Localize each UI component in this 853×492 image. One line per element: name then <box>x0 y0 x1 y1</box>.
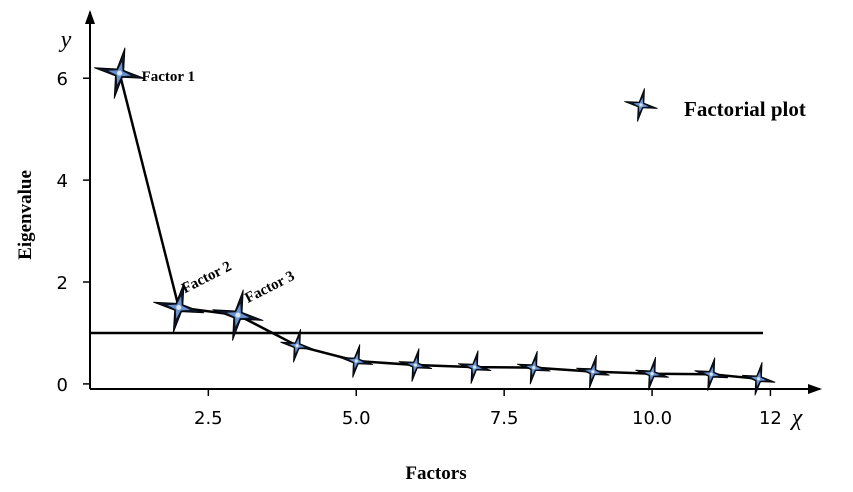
data-point-marker <box>516 350 551 385</box>
annotation-group: Factor 1 Factor 2 Factor 3 <box>142 69 298 307</box>
data-point-marker <box>694 357 729 392</box>
data-point-marker <box>212 289 264 341</box>
data-point-marker <box>576 354 610 389</box>
y-tick-label: 4 <box>57 171 68 192</box>
y-tick-group: 0 2 4 6 <box>57 69 90 396</box>
y-axis-symbol: y <box>59 27 72 53</box>
data-point-marker <box>741 362 776 396</box>
x-tick-group: 2.5 5.0 7.5 10.0 12 <box>194 389 782 429</box>
data-point-marker <box>339 344 374 378</box>
marker-group <box>94 47 776 396</box>
data-point-marker <box>398 348 433 382</box>
data-point-marker <box>153 281 205 334</box>
annotation-label: Factor 1 <box>142 69 195 85</box>
x-tick-label: 7.5 <box>490 408 519 429</box>
x-tick-label: 2.5 <box>194 408 223 429</box>
x-axis-title: Factors <box>405 463 466 484</box>
axes-group <box>85 10 822 394</box>
y-tick-label: 6 <box>57 69 68 90</box>
data-point-marker <box>457 350 492 384</box>
y-tick-label: 0 <box>57 375 68 396</box>
x-tick-label: 10.0 <box>632 408 672 429</box>
data-point-marker <box>635 356 669 391</box>
x-tick-label: 12 <box>759 408 782 429</box>
legend: Factorial plot <box>624 88 806 122</box>
y-axis-title: Eigenvalue <box>15 170 36 260</box>
legend-marker <box>624 88 658 122</box>
legend-star-icon <box>624 88 658 122</box>
x-tick-label: 5.0 <box>342 408 371 429</box>
data-point-marker <box>280 328 314 363</box>
annotation-label: Factor 3 <box>242 268 297 307</box>
legend-label: Factorial plot <box>684 97 806 121</box>
x-axis-symbol: χ <box>790 405 804 431</box>
data-point-marker <box>94 47 146 99</box>
y-tick-label: 2 <box>57 273 68 294</box>
annotation-label: Factor 2 <box>179 259 234 298</box>
